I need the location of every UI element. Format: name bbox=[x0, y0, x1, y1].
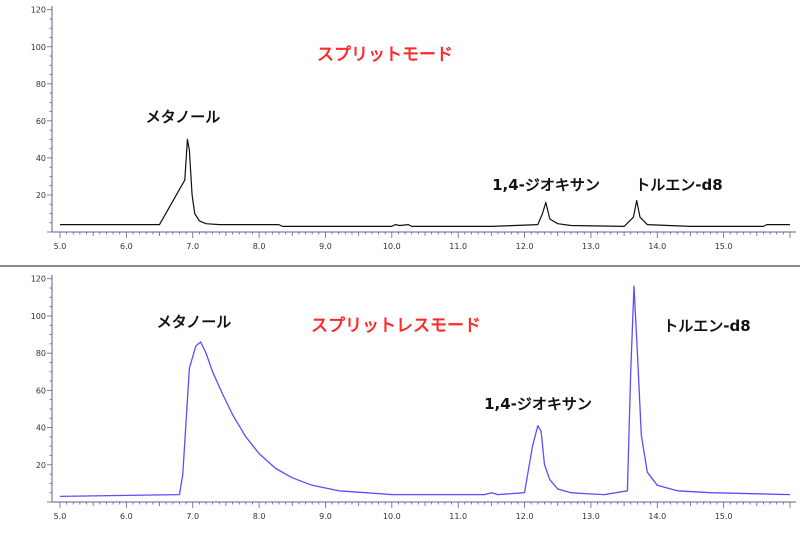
peak-label: メタノール bbox=[157, 313, 232, 331]
peak-label: 1,4-ジオキサン bbox=[492, 176, 600, 194]
y-tick-label: 120 bbox=[31, 275, 46, 284]
x-tick-label: 9.0 bbox=[319, 512, 332, 521]
mode-title: スプリットモード bbox=[317, 44, 453, 65]
y-tick-label: 20 bbox=[36, 191, 46, 200]
mode-title: スプリットレスモード bbox=[311, 315, 481, 336]
y-tick-label: 20 bbox=[36, 461, 46, 470]
x-tick-label: 8.0 bbox=[253, 242, 266, 251]
x-tick-label: 6.0 bbox=[120, 512, 133, 521]
x-tick-label: 15.0 bbox=[715, 242, 733, 251]
x-tick-label: 12.0 bbox=[516, 512, 534, 521]
split-mode-chart: 5.0 6.0 7.0 8.0 9.0 10.0 11.0 12.0 13.0 14.0 15.0 2… bbox=[31, 6, 796, 251]
x-tick-label: 14.0 bbox=[648, 512, 666, 521]
peak-label: トルエン-d8 bbox=[663, 317, 750, 335]
x-tick-label: 13.0 bbox=[582, 242, 600, 251]
peak-label: トルエン-d8 bbox=[635, 176, 722, 194]
x-tick-label: 10.0 bbox=[383, 242, 401, 251]
y-tick-label: 80 bbox=[36, 349, 46, 358]
y-tick-label: 80 bbox=[36, 80, 46, 89]
x-tick-label: 7.0 bbox=[186, 512, 199, 521]
y-tick-label: 60 bbox=[36, 386, 46, 395]
peak-label: 1,4-ジオキサン bbox=[484, 395, 592, 413]
x-tick-label: 9.0 bbox=[319, 242, 332, 251]
x-tick-label: 7.0 bbox=[186, 242, 199, 251]
x-tick-label: 6.0 bbox=[120, 242, 133, 251]
y-tick-label: 60 bbox=[36, 117, 46, 126]
x-tick-label: 14.0 bbox=[648, 242, 666, 251]
x-tick-label: 12.0 bbox=[516, 242, 534, 251]
y-tick-label: 120 bbox=[31, 6, 46, 15]
x-tick-label: 11.0 bbox=[449, 512, 467, 521]
x-tick-label: 13.0 bbox=[582, 512, 600, 521]
splitless-mode-chart: 5.0 6.0 7.0 8.0 9.0 10.0 11.0 12.0 13.0 14.0 15.0 2… bbox=[31, 275, 796, 521]
x-tick-label: 11.0 bbox=[449, 242, 467, 251]
y-tick-label: 40 bbox=[36, 424, 46, 433]
x-tick-label: 15.0 bbox=[715, 512, 733, 521]
y-tick-label: 40 bbox=[36, 154, 46, 163]
x-tick-label: 5.0 bbox=[54, 512, 67, 521]
x-tick-label: 5.0 bbox=[54, 242, 67, 251]
chromatogram-trace bbox=[60, 138, 790, 227]
y-tick-label: 100 bbox=[31, 312, 46, 321]
chromatogram-trace bbox=[59, 285, 791, 498]
peak-label: メタノール bbox=[146, 108, 221, 126]
chart-divider bbox=[0, 265, 800, 267]
x-tick-label: 8.0 bbox=[253, 512, 266, 521]
y-tick-label: 100 bbox=[31, 43, 46, 52]
x-tick-label: 10.0 bbox=[383, 512, 401, 521]
